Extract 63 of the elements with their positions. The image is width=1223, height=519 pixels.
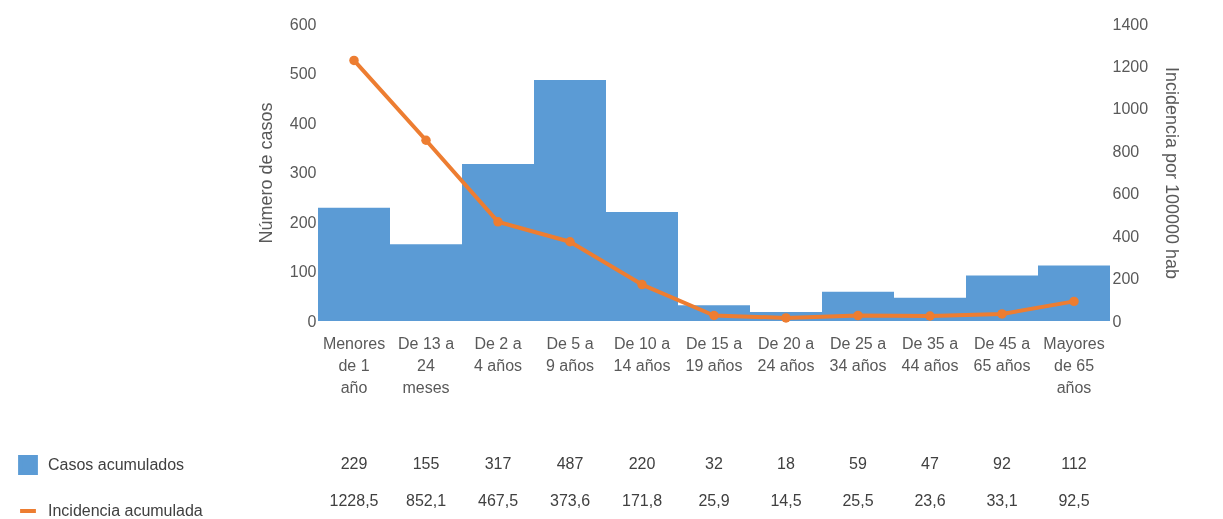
y-tick-label: 500 <box>289 65 317 82</box>
y-axis-title: Número de casos <box>255 102 276 244</box>
y2-tick-label: 1400 <box>1112 15 1149 33</box>
point <box>493 217 503 227</box>
point <box>565 237 575 247</box>
legend-label: Incidencia acumulada <box>48 502 203 519</box>
data-label: 92 <box>993 455 1011 472</box>
data-label: 1228,5 <box>329 492 379 509</box>
data-label: 852,1 <box>405 492 447 509</box>
y2-tick-label: 600 <box>1112 185 1140 203</box>
data-label: 467,5 <box>477 492 519 509</box>
x-tick-label: De 5 a 9 años <box>545 334 595 374</box>
x-tick-label: Menores de 1 año <box>322 334 386 396</box>
y2-tick-label: 400 <box>1112 227 1140 245</box>
point <box>997 309 1007 319</box>
x-tick-label: De 10 a 14 años <box>613 334 671 374</box>
data-label: 59 <box>849 455 867 472</box>
point <box>853 310 863 321</box>
point <box>925 311 935 321</box>
data-label: 25,9 <box>698 492 730 509</box>
y-tick-label: 600 <box>289 15 317 33</box>
y2-tick-label: 1200 <box>1112 57 1149 75</box>
x-tick-label: De 35 a 44 años <box>901 334 959 374</box>
data-label: 47 <box>921 455 939 472</box>
point <box>1069 296 1079 307</box>
y2-tick-label: 200 <box>1112 270 1140 288</box>
x-tick-label: De 13 a 24 meses <box>397 334 455 396</box>
data-label: 23,6 <box>914 492 946 509</box>
data-label: 373,6 <box>549 492 591 509</box>
x-tick-label: Mayores de 65 años <box>1043 334 1105 396</box>
x-tick-label: De 25 a 34 años <box>829 334 887 374</box>
y2-tick-label: 1000 <box>1112 100 1149 118</box>
data-label: 25,5 <box>842 492 874 509</box>
data-label: 33,1 <box>986 492 1018 509</box>
y-tick-label: 100 <box>289 263 317 280</box>
data-label: 32 <box>705 455 723 472</box>
data-label: 155 <box>412 455 440 472</box>
legend-label: Casos acumulados <box>48 456 185 473</box>
x-tick-label: De 20 a 24 años <box>757 334 815 374</box>
data-label: 92,5 <box>1058 492 1090 509</box>
y-tick-label: 200 <box>289 213 317 231</box>
data-label: 112 <box>1061 455 1087 472</box>
data-label: 229 <box>340 455 368 472</box>
y-tick-label: 0 <box>307 312 317 330</box>
point <box>709 310 719 321</box>
data-label: 18 <box>777 455 795 472</box>
y-tick-label: 300 <box>289 164 317 181</box>
y2-tick-label: 800 <box>1112 142 1140 160</box>
point <box>349 55 359 66</box>
x-tick-label: De 15 a 19 años <box>685 334 743 374</box>
data-label: 171,8 <box>621 492 663 509</box>
data-label: 14,5 <box>770 492 802 509</box>
x-tick-label: De 45 a 65 años <box>973 334 1031 374</box>
y2-tick-label: 0 <box>1112 312 1122 330</box>
point <box>637 279 647 290</box>
y-tick-label: 400 <box>289 114 317 132</box>
data-label: 487 <box>556 455 584 472</box>
y2-axis-title: Incidencia por 100000 hab <box>1162 66 1183 280</box>
data-label: 317 <box>484 455 512 472</box>
x-tick-label: De 2 a 4 años <box>473 334 523 374</box>
data-label: 220 <box>628 455 656 472</box>
point <box>421 135 431 145</box>
point <box>781 313 791 323</box>
